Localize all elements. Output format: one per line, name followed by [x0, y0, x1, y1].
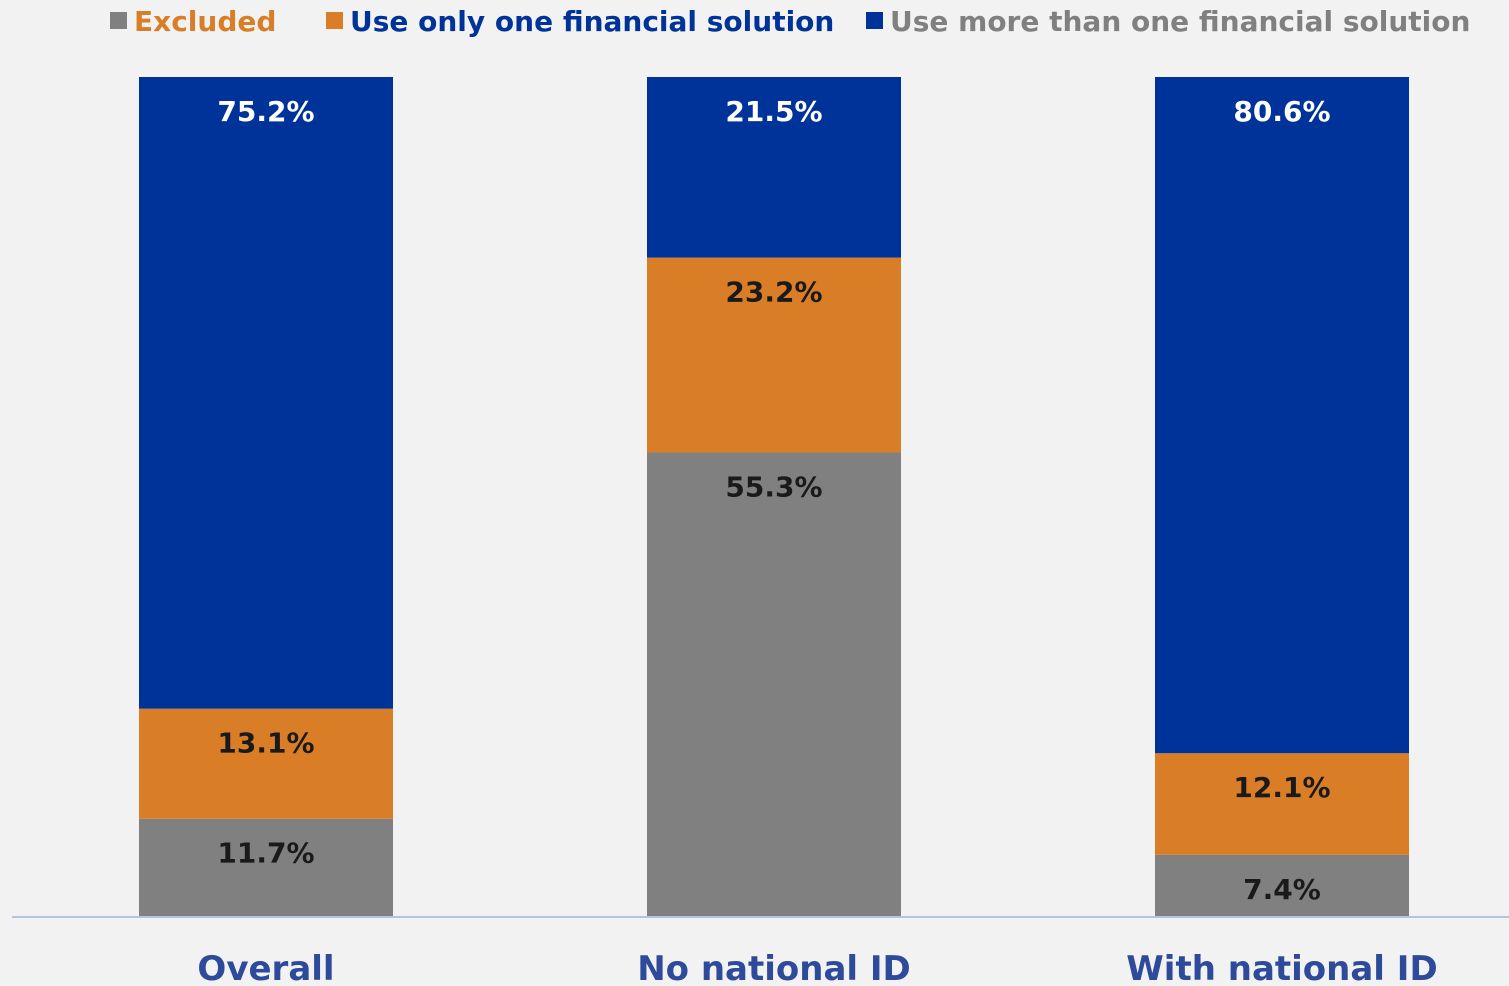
- chart-bars: 11.7% 13.1% 75.2% 55.3% 23.2% 21.5% 7.4% 12.1% 8…: [139, 77, 1409, 917]
- data-label: 11.7%: [217, 837, 314, 870]
- bar-segment-use-more-than-one-financial-solution-2: [1155, 77, 1409, 754]
- legend-swatch-use-only-one-financial-solution: [326, 12, 343, 29]
- data-label: 21.5%: [725, 95, 822, 128]
- bar-segment-excluded-0: [139, 818, 393, 917]
- legend-swatch-use-more-than-one-financial-solution: [866, 12, 883, 29]
- legend-swatch-excluded: [110, 12, 127, 29]
- data-label: 23.2%: [725, 276, 822, 309]
- bar-segment-use-more-than-one-financial-solution-1: [647, 77, 901, 258]
- data-label: 55.3%: [725, 470, 822, 503]
- data-label: 80.6%: [1233, 95, 1330, 128]
- chart-legend: Excluded Use only one financial solution U…: [110, 5, 1470, 38]
- bar-segment-use-only-one-financial-solution-0: [139, 708, 393, 819]
- data-label: 13.1%: [217, 727, 314, 760]
- category-label: With national ID: [1126, 949, 1437, 986]
- bar-segment-use-more-than-one-financial-solution-0: [139, 77, 393, 709]
- bar-segment-use-only-one-financial-solution-2: [1155, 753, 1409, 855]
- data-label: 7.4%: [1243, 873, 1321, 906]
- bar-segment-excluded-1: [647, 452, 901, 917]
- category-label: Overall: [197, 949, 334, 986]
- bar-segment-excluded-2: [1155, 854, 1409, 917]
- legend-label-use-only-one-financial-solution: Use only one financial solution: [350, 5, 834, 38]
- category-label: No national ID: [637, 949, 911, 986]
- category-labels: Overall No national ID With national ID: [197, 949, 1437, 986]
- data-label: 75.2%: [217, 95, 314, 128]
- bar-segment-use-only-one-financial-solution-1: [647, 257, 901, 453]
- data-label: 12.1%: [1233, 771, 1330, 804]
- legend-label-excluded: Excluded: [134, 5, 276, 38]
- legend-label-use-more-than-one-financial-solution: Use more than one financial solution: [890, 5, 1470, 38]
